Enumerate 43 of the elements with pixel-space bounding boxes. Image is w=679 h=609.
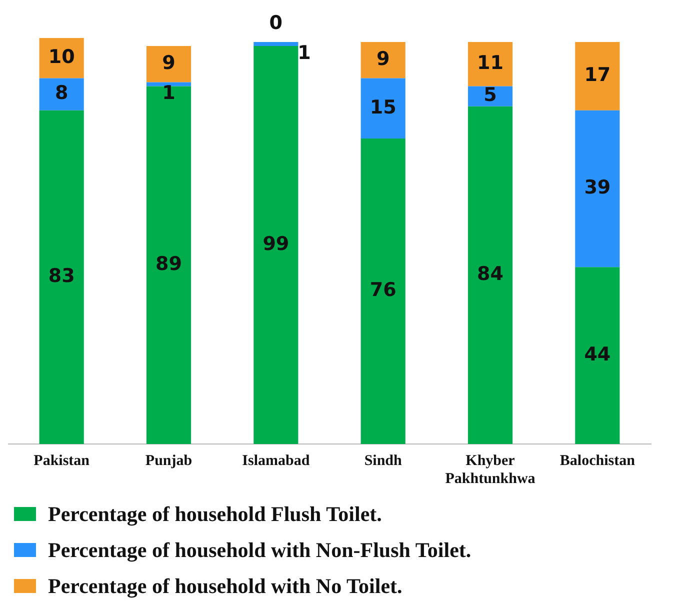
- bar: [575, 110, 620, 268]
- data-label: 10: [48, 46, 75, 68]
- bar: [360, 138, 406, 444]
- data-label: 8: [54, 82, 68, 104]
- data-label: 76: [370, 279, 396, 302]
- bar: [468, 42, 513, 86]
- data-label: 39: [584, 176, 611, 199]
- bar: [360, 78, 406, 138]
- bar: [146, 86, 192, 444]
- data-label: 17: [584, 64, 611, 86]
- data-label: 83: [48, 265, 75, 288]
- legend-label: Percentage of household with No Toilet.: [48, 574, 402, 598]
- data-label: 89: [156, 253, 182, 276]
- legend-label: Percentage of household Flush Toilet.: [48, 502, 382, 526]
- x-tick-label: Islamabad: [242, 452, 310, 469]
- bar: [146, 46, 192, 82]
- data-label: 44: [584, 344, 611, 366]
- data-label: 15: [370, 96, 396, 118]
- data-label: 84: [477, 263, 504, 286]
- bar: [468, 86, 513, 106]
- data-label: 99: [262, 232, 290, 255]
- bar: [39, 110, 84, 444]
- data-label: 0: [269, 12, 283, 34]
- bar: [254, 42, 298, 46]
- bar: [468, 106, 513, 444]
- data-label: 5: [484, 84, 497, 106]
- data-label: 1: [162, 82, 176, 104]
- data-label: 9: [376, 48, 390, 70]
- x-tick-label: Balochistan: [560, 452, 636, 469]
- bar: [575, 42, 620, 110]
- bar: [146, 82, 192, 86]
- x-tick-label: Pakistan: [34, 452, 90, 469]
- bar: [575, 267, 620, 444]
- x-tick-label: Sindh: [364, 452, 403, 469]
- data-label: 9: [162, 52, 176, 74]
- x-tick-label: Punjab: [145, 452, 192, 469]
- x-tick-label: Khyber Pakhtunkhwa: [445, 452, 536, 487]
- bar: [360, 42, 406, 78]
- data-label: 1: [298, 42, 311, 64]
- data-label: 11: [477, 52, 504, 74]
- bar: [39, 78, 84, 110]
- bar: [254, 46, 298, 444]
- legend-label: Percentage of household with Non-Flush Toilet.: [48, 538, 472, 562]
